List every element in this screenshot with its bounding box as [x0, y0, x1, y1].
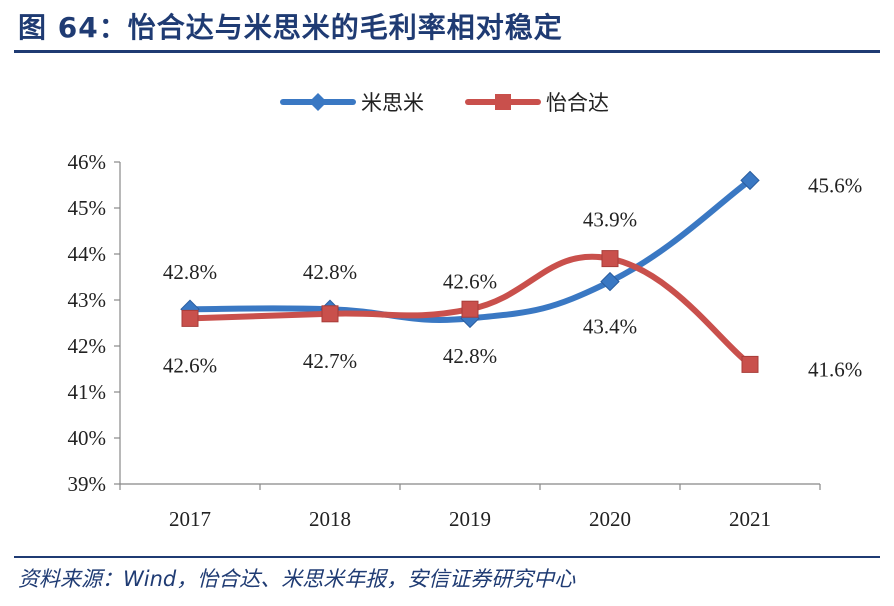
- data-label: 42.8%: [163, 260, 217, 284]
- figure-title: 图 64：怡合达与米思米的毛利率相对稳定: [18, 11, 563, 44]
- data-point-square: [461, 300, 479, 318]
- data-label: 42.8%: [443, 344, 497, 368]
- data-point-square: [741, 355, 759, 373]
- data-point-square: [321, 305, 339, 323]
- x-tick-label: 2021: [729, 507, 771, 531]
- series-line-0: [187, 177, 753, 323]
- source-rule: [14, 556, 880, 558]
- y-tick-label: 45%: [68, 196, 107, 220]
- source-note: 资料来源：Wind，怡合达、米思米年报，安信证券研究中心: [18, 567, 576, 591]
- chart-markers: [180, 170, 760, 373]
- legend-label: 怡合达: [546, 91, 609, 115]
- y-tick-label: 43%: [68, 288, 107, 312]
- data-label: 42.8%: [303, 260, 357, 284]
- data-label: 42.7%: [303, 349, 357, 373]
- y-tick-label: 39%: [68, 472, 107, 496]
- data-point-diamond: [600, 271, 620, 292]
- legend-diamond-marker: [309, 93, 327, 111]
- x-tick-label: 2017: [169, 507, 211, 531]
- x-tick-label: 2019: [449, 507, 491, 531]
- data-label: 42.6%: [163, 353, 217, 377]
- data-label: 43.9%: [583, 208, 637, 232]
- data-label: 41.6%: [808, 357, 862, 381]
- data-label: 42.6%: [443, 269, 497, 293]
- y-tick-label: 46%: [68, 150, 107, 174]
- legend-label: 米思米: [361, 91, 424, 115]
- y-tick-label: 41%: [68, 380, 107, 404]
- y-tick-label: 40%: [68, 426, 107, 450]
- y-tick-label: 44%: [68, 242, 107, 266]
- data-label: 45.6%: [808, 173, 862, 197]
- chart-data-labels: 42.8% 42.8% 42.6% 43.4% 45.6% 42.6% 42.7% 42.8%…: [163, 173, 862, 381]
- data-point-square: [601, 250, 619, 268]
- x-tick-label: 2018: [309, 507, 351, 531]
- series-line-1: [187, 253, 753, 368]
- x-tick-label: 2020: [589, 507, 631, 531]
- chart-legend: 米思米 怡合达: [280, 91, 609, 115]
- chart-axes: 39% 40% 41% 42% 43% 44% 45% 46% 2017 2018 2019 2020…: [68, 150, 821, 531]
- data-point-square: [181, 309, 199, 327]
- y-tick-label: 42%: [68, 334, 107, 358]
- title-rule: [14, 50, 880, 53]
- legend-square-marker: [495, 94, 511, 110]
- data-label: 43.4%: [583, 315, 637, 339]
- data-point-diamond: [740, 170, 760, 191]
